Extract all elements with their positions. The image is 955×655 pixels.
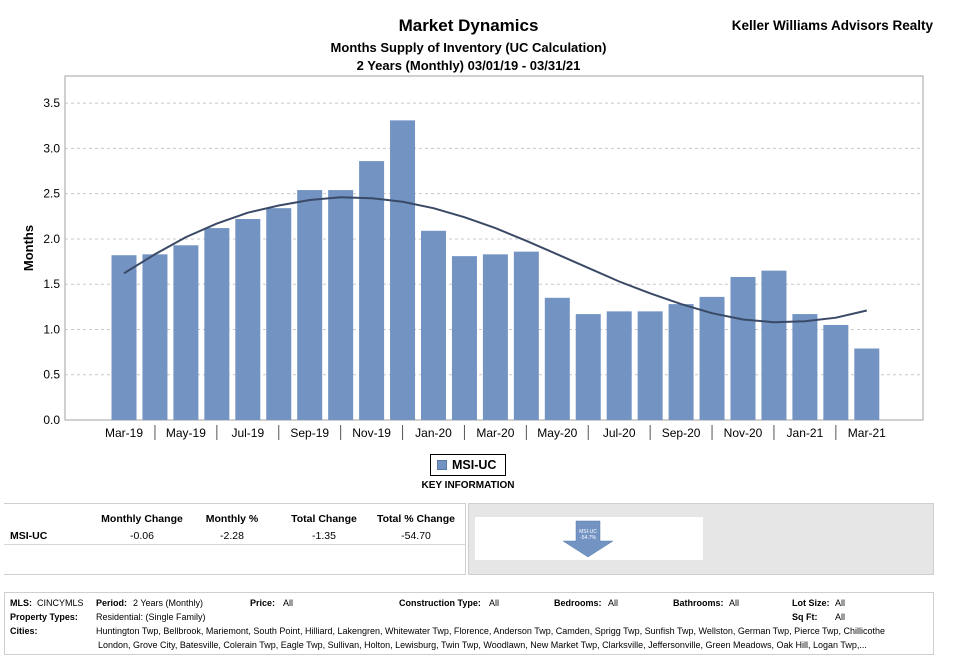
filters-panel: MLS: CINCYMLS Period: 2 Years (Monthly) … xyxy=(4,592,934,655)
stats-row-label: MSI-UC xyxy=(10,530,48,542)
bar-jun-19 xyxy=(204,228,230,420)
stats-header-total-change: Total Change xyxy=(291,513,357,525)
trend-line xyxy=(123,196,868,324)
stats-divider xyxy=(4,544,466,545)
cities-line-2: London, Grove City, Batesville, Colerain… xyxy=(98,640,867,650)
bathrooms-value: All xyxy=(729,598,740,608)
cities-label: Cities: xyxy=(10,626,38,636)
period-label: Period: xyxy=(96,598,128,608)
x-tick-label: Jan-20 xyxy=(415,426,452,440)
stats-total-pct: -54.70 xyxy=(401,530,431,542)
stats-panel: Monthly Change Monthly % Total Change To… xyxy=(4,503,466,575)
price-label: Price: xyxy=(250,598,276,608)
y-axis-label: Months xyxy=(21,225,36,271)
bars xyxy=(111,120,880,421)
x-tick-label: Sep-19 xyxy=(290,426,329,440)
stats-header-monthly-pct: Monthly % xyxy=(205,513,259,525)
construction-label: Construction Type: xyxy=(399,598,481,608)
bar-oct-19 xyxy=(328,190,354,420)
trend-panel: MSI-UC -54.7% xyxy=(468,503,934,575)
x-axis-ticks: Mar-19 May-19 Jul-19 Sep-19 Nov-19 Jan-20 Mar-… xyxy=(105,425,886,440)
bar-apr-20 xyxy=(513,251,539,420)
y-tick-label: 0.5 xyxy=(43,368,60,382)
y-tick-label: 1.5 xyxy=(43,277,60,291)
bar-aug-20 xyxy=(637,311,663,420)
chart-subtitle: Months Supply of Inventory (UC Calculati… xyxy=(330,40,607,55)
lotsize-label: Lot Size: xyxy=(792,598,830,608)
sqft-label: Sq Ft: xyxy=(792,612,818,622)
x-tick-label: May-20 xyxy=(537,426,577,440)
construction-value: All xyxy=(489,598,500,608)
sqft-value: All xyxy=(835,612,846,622)
x-tick-label: Nov-19 xyxy=(352,426,391,440)
bathrooms-label: Bathrooms: xyxy=(673,598,724,608)
y-tick-label: 3.5 xyxy=(43,96,60,110)
bar-jun-20 xyxy=(575,314,601,420)
y-tick-label: 1.0 xyxy=(43,322,60,336)
property-types-label: Property Types: xyxy=(10,612,78,622)
bar-dec-20 xyxy=(761,270,787,420)
chart-period: 2 Years (Monthly) 03/01/19 - 03/31/21 xyxy=(356,58,581,73)
stats-total-change: -1.35 xyxy=(312,530,336,542)
legend: MSI-UC xyxy=(430,454,506,476)
trend-arrow-box: MSI-UC -54.7% xyxy=(475,517,703,560)
bar-mar-21 xyxy=(854,348,880,420)
legend-label: MSI-UC xyxy=(452,458,497,472)
bar-sep-20 xyxy=(668,304,694,420)
bedrooms-label: Bedrooms: xyxy=(554,598,602,608)
stats-monthly-pct: -2.28 xyxy=(220,530,244,542)
lotsize-value: All xyxy=(835,598,846,608)
bedrooms-value: All xyxy=(608,598,619,608)
bar-may-19 xyxy=(173,245,199,420)
x-tick-label: Mar-21 xyxy=(848,426,886,440)
stats-header-total-pct: Total % Change xyxy=(377,513,455,525)
bar-dec-19 xyxy=(390,120,416,420)
arrow-label: MSI-UC xyxy=(579,529,597,535)
x-tick-label: May-19 xyxy=(166,426,206,440)
bar-aug-19 xyxy=(266,208,292,420)
period-value: 2 Years (Monthly) xyxy=(133,598,204,608)
cities-line-1: Huntington Twp, Bellbrook, Mariemont, So… xyxy=(96,626,886,636)
stats-header-monthly-change: Monthly Change xyxy=(101,513,183,525)
chart-svg: 0.0 0.5 1.0 1.5 2.0 2.5 3.0 3.5 Mar-19 May-19 Jul… xyxy=(21,75,924,440)
bar-jul-20 xyxy=(606,311,632,420)
bar-sep-19 xyxy=(297,190,323,420)
bar-feb-20 xyxy=(451,256,477,420)
x-tick-label: Jan-21 xyxy=(787,426,824,440)
y-tick-label: 2.5 xyxy=(43,187,60,201)
bar-feb-21 xyxy=(823,324,849,420)
bar-nov-19 xyxy=(359,161,385,421)
down-arrow-icon: MSI-UC -54.7% xyxy=(562,520,614,558)
bar-mar-19 xyxy=(111,255,137,420)
x-tick-label: Sep-20 xyxy=(662,426,701,440)
bar-jan-21 xyxy=(792,314,818,420)
price-value: All xyxy=(283,598,294,608)
bar-mar-20 xyxy=(482,254,508,420)
y-tick-label: 2.0 xyxy=(43,232,60,246)
bar-apr-19 xyxy=(142,254,168,420)
mls-value: CINCYMLS xyxy=(37,598,84,608)
property-types-value: Residential: (Single Family) xyxy=(96,612,206,622)
key-information-heading: KEY INFORMATION xyxy=(421,480,515,491)
x-tick-label: Nov-20 xyxy=(724,426,763,440)
company-name: Keller Williams Advisors Realty xyxy=(731,18,933,33)
bar-may-20 xyxy=(544,297,570,420)
stats-monthly-change: -0.06 xyxy=(130,530,154,542)
x-tick-label: Jul-19 xyxy=(231,426,264,440)
bar-nov-20 xyxy=(730,276,756,420)
mls-label: MLS: xyxy=(10,598,32,608)
legend-swatch xyxy=(437,460,447,470)
bar-oct-20 xyxy=(699,296,725,420)
x-tick-label: Mar-19 xyxy=(105,426,143,440)
x-tick-label: Jul-20 xyxy=(603,426,636,440)
arrow-value: -54.7% xyxy=(580,535,596,541)
y-tick-label: 0.0 xyxy=(43,413,60,427)
bar-jan-20 xyxy=(421,230,446,420)
x-tick-label: Mar-20 xyxy=(476,426,514,440)
y-axis-ticks: 0.0 0.5 1.0 1.5 2.0 2.5 3.0 3.5 xyxy=(43,96,60,427)
y-tick-label: 3.0 xyxy=(43,141,60,155)
chart-title: Market Dynamics xyxy=(398,16,539,35)
bar-jul-19 xyxy=(235,219,261,420)
